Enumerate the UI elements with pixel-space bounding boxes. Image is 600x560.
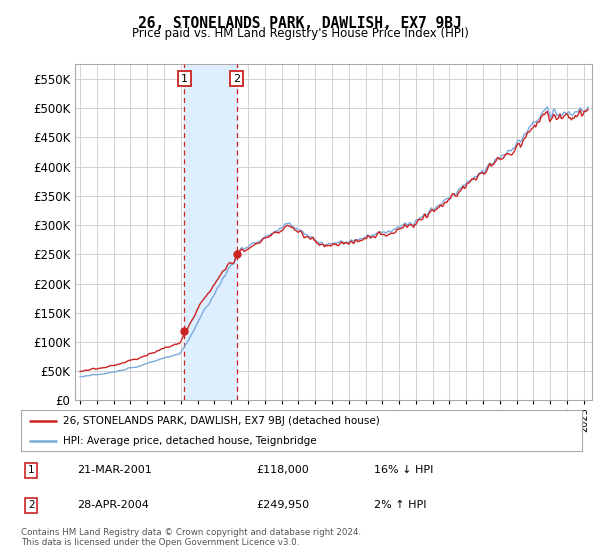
- Text: 1: 1: [181, 73, 188, 83]
- Text: £249,950: £249,950: [257, 501, 310, 510]
- Text: 28-APR-2004: 28-APR-2004: [77, 501, 149, 510]
- Text: 26, STONELANDS PARK, DAWLISH, EX7 9BJ: 26, STONELANDS PARK, DAWLISH, EX7 9BJ: [138, 16, 462, 31]
- Text: 2% ↑ HPI: 2% ↑ HPI: [374, 501, 427, 510]
- Text: 2: 2: [233, 73, 240, 83]
- Bar: [184, 64, 237, 400]
- Text: 26, STONELANDS PARK, DAWLISH, EX7 9BJ (detached house): 26, STONELANDS PARK, DAWLISH, EX7 9BJ (d…: [63, 416, 380, 426]
- Text: £118,000: £118,000: [257, 465, 310, 475]
- Text: 21-MAR-2001: 21-MAR-2001: [77, 465, 152, 475]
- Text: 1: 1: [28, 465, 34, 475]
- Text: Price paid vs. HM Land Registry's House Price Index (HPI): Price paid vs. HM Land Registry's House …: [131, 27, 469, 40]
- Text: HPI: Average price, detached house, Teignbridge: HPI: Average price, detached house, Teig…: [63, 436, 317, 446]
- Text: Contains HM Land Registry data © Crown copyright and database right 2024.
This d: Contains HM Land Registry data © Crown c…: [21, 528, 361, 547]
- Text: 16% ↓ HPI: 16% ↓ HPI: [374, 465, 434, 475]
- Text: 2: 2: [28, 501, 34, 510]
